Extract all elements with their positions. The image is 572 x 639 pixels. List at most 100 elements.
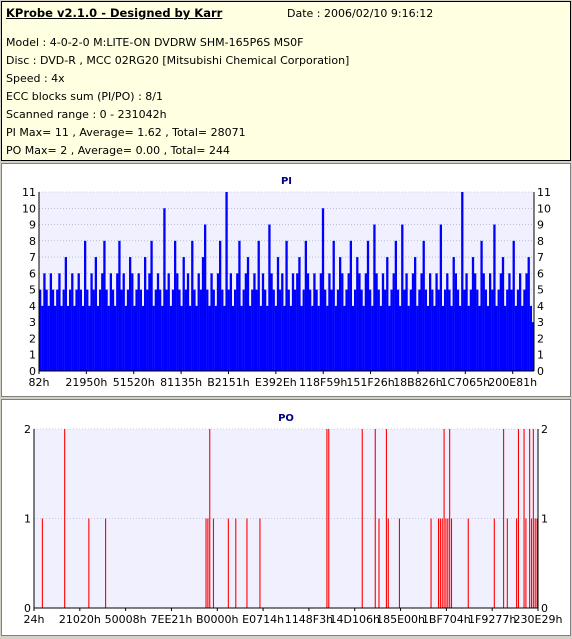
po-xtick-label: 24h: [24, 613, 45, 626]
po-ytick-right: 1: [541, 513, 548, 526]
pi-bar: [141, 305, 145, 371]
pi-bar: [122, 273, 125, 371]
po-ytick-left: 0: [24, 602, 31, 615]
pi-bar: [506, 289, 509, 371]
pi-bar: [491, 289, 494, 371]
po-ytick-right: 0: [541, 602, 548, 615]
pi-bar: [84, 240, 87, 371]
pi-bar: [88, 305, 91, 371]
pi-bar: [79, 289, 83, 371]
pi-bar: [129, 257, 132, 371]
pi-chart-panel: PI 0 0 1 1 2 2 3 3 4 4 5 5 6 6 7 7 8 8 9 9 10 10 11 11 82h 21950h 5…: [1, 163, 571, 397]
pi-bar: [377, 289, 380, 371]
pi-bar: [321, 208, 325, 371]
pi-bar: [497, 289, 500, 371]
pi-bar: [390, 289, 393, 371]
pi-bar: [388, 305, 391, 371]
pi-bar: [480, 240, 483, 371]
pi-bar: [459, 305, 462, 371]
pi-bar: [174, 240, 177, 371]
range-line: Scanned range : 0 - 231042h: [6, 108, 167, 121]
pi-bar: [253, 273, 256, 371]
pi-bar: [291, 273, 295, 371]
pi-bar: [274, 305, 278, 371]
pi-bar: [409, 289, 413, 371]
pi-bar: [268, 224, 271, 371]
pi-bar: [386, 257, 389, 371]
pi-bar: [225, 192, 228, 371]
pi-xtick-label: 1C7065h: [440, 376, 490, 389]
pi-bar: [234, 289, 237, 371]
pi-bar: [251, 289, 254, 371]
po-xtick-label: 185E00h: [376, 613, 425, 626]
pi-bar: [135, 289, 138, 371]
pi-ytick-right: 4: [537, 300, 544, 313]
pi-bar: [81, 305, 85, 371]
pi-bar: [49, 273, 53, 371]
pi-bar: [96, 305, 100, 371]
pi-bar: [471, 257, 475, 371]
pi-bar: [101, 273, 104, 371]
pi-bar: [242, 289, 245, 371]
pi-bar: [107, 305, 110, 371]
pi-bar: [159, 289, 162, 371]
pi-ytick-left: 6: [29, 267, 36, 280]
pi-bar: [212, 289, 215, 371]
pi-ytick-right: 0: [537, 365, 544, 378]
pi-bar: [529, 305, 533, 371]
pi-bar: [328, 273, 331, 371]
pi-ytick-right: 5: [537, 284, 544, 297]
pi-bar: [302, 289, 305, 371]
pi-bar: [347, 273, 350, 371]
pi-bar: [180, 305, 183, 371]
pi-bar: [358, 273, 361, 371]
pi-bar: [229, 273, 233, 371]
pi-ytick-right: 10: [537, 202, 551, 215]
pi-bar: [51, 289, 55, 371]
po-xtick-label: 14D106h: [330, 613, 380, 626]
pi-bar: [489, 273, 492, 371]
pi-bar: [199, 289, 203, 371]
pi-bar: [366, 240, 370, 371]
pi-bar: [73, 305, 76, 371]
pi-bar: [257, 240, 260, 371]
pi-bar: [371, 305, 374, 371]
pi-bar: [114, 305, 117, 371]
pi-ytick-right: 11: [537, 186, 551, 199]
pi-bar: [326, 305, 329, 371]
pi-ytick-left: 9: [29, 219, 36, 232]
pi-bar: [399, 305, 402, 371]
pi-bar: [414, 257, 417, 371]
pi-bar: [120, 289, 123, 371]
pi-bar: [66, 305, 70, 371]
pi-bar: [240, 305, 243, 371]
pi-bar: [195, 305, 198, 371]
pi-bar: [319, 273, 323, 371]
pi-bar: [354, 289, 357, 371]
pi-bar: [313, 273, 316, 371]
pi-bar: [369, 289, 372, 371]
pi-bar: [396, 289, 400, 371]
pi-bar: [210, 273, 213, 371]
pi-ytick-right: 8: [537, 235, 544, 248]
pi-title: PI: [281, 176, 292, 187]
po-summary-line: PO Max= 2 , Average= 0.00 , Total= 244: [6, 144, 230, 157]
disc-line: Disc : DVD-R , MCC 02RG20 [Mitsubishi Ch…: [6, 54, 350, 67]
pi-bar: [527, 257, 530, 371]
pi-bar: [311, 305, 314, 371]
pi-bar: [501, 257, 505, 371]
pi-bar: [474, 273, 477, 371]
po-xtick-label: B0000h: [196, 613, 239, 626]
pi-bar: [309, 289, 312, 371]
pi-bar: [394, 240, 398, 371]
pi-bar: [433, 305, 436, 371]
pi-bar: [446, 273, 449, 371]
pi-bar: [289, 305, 293, 371]
pi-bar: [246, 257, 250, 371]
pi-bar: [60, 305, 63, 371]
pi-bar: [332, 240, 335, 371]
scan-date: Date : 2006/02/10 9:16:12: [287, 7, 434, 20]
pi-xtick-label: 81135h: [160, 376, 202, 389]
pi-bar: [356, 257, 359, 371]
pi-bar: [148, 273, 151, 371]
